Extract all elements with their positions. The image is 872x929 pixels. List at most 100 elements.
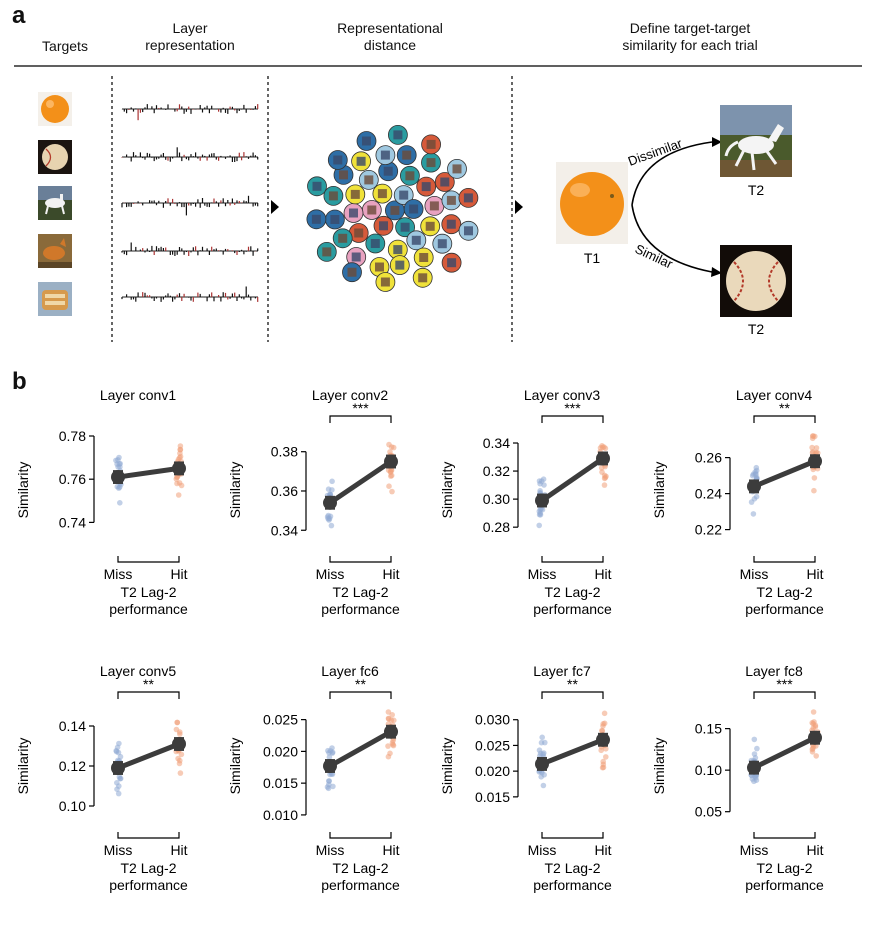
signal-trace [121, 147, 259, 162]
similar-arrow [631, 204, 713, 273]
mean-point-miss [747, 479, 761, 494]
x-tick-label-hit: Hit [594, 566, 611, 582]
chart-title: Layer fc8 [745, 663, 803, 679]
image-node-circle [375, 272, 396, 292]
mean-connector-line [752, 735, 817, 770]
y-axis-label: Similarity [439, 738, 455, 795]
significance-bracket [753, 415, 816, 423]
image-node-circle [327, 150, 348, 170]
subject-dots [748, 736, 760, 785]
y-tick-label: 0.15 [695, 721, 722, 737]
significance-bracket [753, 691, 816, 699]
similarity-chart: Layer fc6** 0.010 0.015 0.020 0.025 Similarit… [227, 663, 400, 893]
t2-baseball-image [720, 245, 792, 317]
y-tick-label: 0.36 [271, 483, 298, 499]
mean-connector-line [541, 737, 604, 767]
y-tick-label: 0.76 [59, 471, 86, 487]
t1-orange-image [556, 162, 628, 244]
image-node-circle [399, 165, 420, 186]
significance-stars: ** [143, 676, 154, 692]
image-node-circle [412, 267, 433, 288]
image-node-circle [406, 230, 427, 251]
image-node-circle [441, 252, 462, 273]
y-tick-label: 0.015 [263, 775, 298, 791]
x-tick-label-hit: Hit [382, 566, 399, 582]
y-tick-label: 0.34 [483, 435, 510, 451]
y-tick-label: 0.24 [695, 486, 722, 502]
image-node-circle [375, 145, 396, 166]
significance-bracket [117, 691, 180, 699]
x-axis [541, 556, 604, 563]
x-axis [329, 556, 392, 563]
signal-trace [121, 195, 259, 216]
panel-a-illustration: T1 T2 T2 Dissimilar Similar [14, 65, 862, 342]
image-node-circle [343, 203, 364, 223]
arrow-head-2 [515, 200, 523, 214]
representational-distance-cluster [306, 124, 479, 292]
image-node-circle [323, 185, 344, 206]
mean-point-miss [111, 470, 125, 485]
chart-title: Layer conv5 [100, 663, 176, 679]
y-tick-label: 0.015 [475, 789, 510, 805]
image-node-circle [421, 152, 441, 173]
x-axis-label-line2: performance [533, 877, 612, 893]
x-axis [753, 556, 816, 563]
image-node-circle [458, 220, 479, 241]
chart-title: Layer conv1 [100, 387, 176, 403]
target-horse-icon [38, 186, 72, 220]
y-tick-label: 0.32 [483, 463, 510, 479]
x-axis-label-line2: performance [745, 601, 824, 617]
layer-representation-signals [121, 104, 259, 302]
def-header-line2: similarity for each trial [622, 37, 758, 53]
mean-connector-line [328, 729, 393, 769]
rd-header-line2: distance [363, 37, 417, 53]
significance-stars: *** [352, 400, 369, 416]
mean-point-miss [747, 760, 761, 775]
signal-trace [121, 286, 259, 302]
x-tick-label-hit: Hit [806, 842, 823, 858]
mean-point-miss [323, 495, 337, 510]
mean-connector-line [328, 459, 393, 505]
layer-header-line2: representation [145, 37, 235, 53]
image-node-circle [458, 187, 479, 208]
mean-point-miss [535, 756, 549, 771]
x-axis [329, 832, 392, 839]
x-tick-label-hit: Hit [170, 566, 187, 582]
image-node-circle [432, 233, 453, 254]
t2-horse-image [720, 105, 792, 177]
x-axis-label-line1: T2 Lag-2 [332, 860, 388, 876]
t2-top-label: T2 [748, 182, 765, 198]
mean-point-miss [535, 493, 549, 508]
image-node-circle [342, 262, 362, 283]
image-node-circle [434, 172, 455, 192]
x-axis-label-line1: T2 Lag-2 [120, 584, 176, 600]
arrow-head-1 [271, 200, 279, 214]
image-node-circle [424, 195, 445, 216]
chart-title: Layer fc7 [533, 663, 591, 679]
significance-stars: *** [564, 400, 581, 416]
representational-distance-header: Representational distance [315, 20, 465, 54]
y-tick-label: 0.10 [59, 798, 86, 814]
mean-point-hit [596, 732, 610, 747]
x-axis-label-line2: performance [321, 877, 400, 893]
y-tick-label: 0.38 [271, 444, 298, 460]
y-tick-label: 0.28 [483, 519, 510, 535]
y-tick-label: 0.025 [475, 737, 510, 753]
image-node-circle [393, 185, 414, 206]
y-axis-label: Similarity [227, 738, 243, 795]
y-tick-label: 0.020 [475, 763, 510, 779]
dissimilar-arrow [631, 141, 713, 206]
image-node-circle [345, 184, 366, 205]
image-node-circle [332, 228, 353, 249]
similarity-chart: Layer conv2*** 0.34 0.36 0.38 Similarity Miss… [227, 387, 400, 617]
image-node-circle [306, 209, 327, 230]
x-axis-label-line2: performance [109, 877, 188, 893]
image-node-circle [416, 176, 437, 197]
image-node-circle [356, 131, 377, 151]
significance-bracket [329, 415, 392, 423]
image-node-circle [395, 217, 416, 238]
x-axis [117, 556, 180, 563]
image-node-circle [365, 233, 386, 254]
chart-title: Layer conv2 [312, 387, 388, 403]
x-tick-label-hit: Hit [170, 842, 187, 858]
